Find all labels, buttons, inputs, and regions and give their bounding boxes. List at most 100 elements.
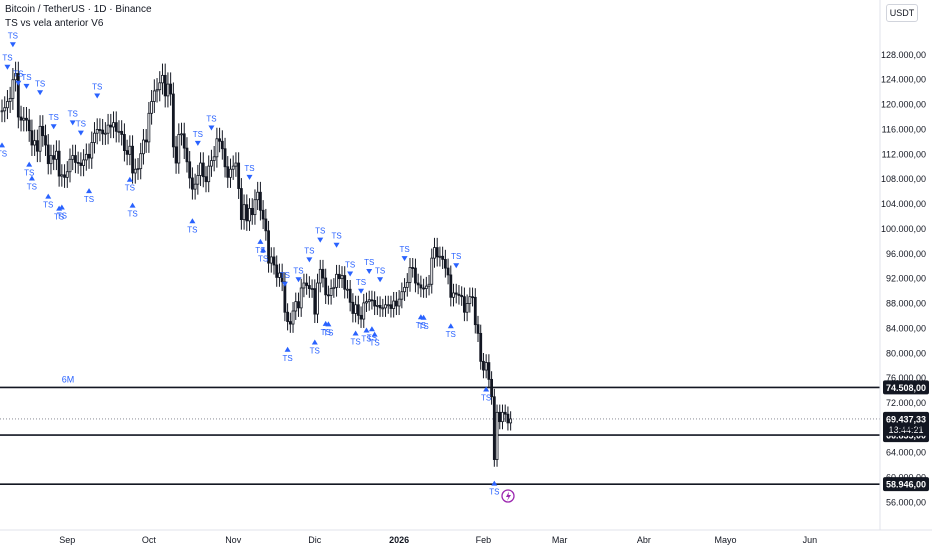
candle-body [332, 286, 336, 290]
candle [335, 264, 338, 297]
candle-body [166, 83, 170, 97]
ts-signal: TS [370, 331, 380, 348]
ts-signal-label: TS [43, 201, 53, 210]
candle [76, 151, 80, 174]
indicator-name[interactable]: TS vs vela anterior V6 [5, 18, 104, 29]
ts-signal: TS [8, 31, 18, 48]
candle [84, 143, 88, 171]
candle-body [343, 275, 347, 290]
candle-body [131, 145, 134, 174]
candle [354, 295, 358, 323]
candle [101, 118, 105, 145]
candle-body [3, 107, 7, 112]
candle-body [106, 124, 110, 134]
candle-body [147, 112, 151, 143]
candle [457, 285, 461, 305]
ts-signal: TS [489, 480, 499, 497]
candle-body [30, 130, 34, 146]
ts-signal-label: TS [258, 254, 268, 263]
candle [57, 140, 61, 187]
ts-signal-label: TS [293, 266, 303, 275]
candle-body [484, 362, 488, 371]
candle [14, 61, 18, 92]
candle [492, 388, 496, 467]
candle [19, 105, 23, 132]
candle-body [174, 146, 178, 164]
candle [449, 265, 453, 307]
ts-signal: TS [367, 326, 377, 342]
candle-body [201, 162, 205, 178]
candle-body [76, 162, 80, 164]
currency-selector[interactable]: USDT [886, 4, 918, 22]
candle [125, 139, 129, 166]
ts-arrow-up-icon [420, 314, 427, 320]
y-tick-label: 116.000,00 [882, 124, 926, 134]
ts-signal: TS [481, 386, 491, 403]
candle [55, 140, 58, 171]
candle [201, 152, 205, 188]
ts-arrow-up-icon [371, 331, 378, 337]
candle-body [473, 296, 477, 326]
ts-arrow-up-icon [58, 204, 65, 210]
candle [142, 129, 145, 165]
candle [384, 295, 387, 317]
ts-arrow-down-icon [333, 242, 340, 248]
level-price-label: 74.508,00 [886, 383, 926, 393]
y-tick-label: 76.000,00 [886, 373, 926, 383]
candle-body [503, 411, 507, 415]
x-tick-label: Mayo [715, 535, 737, 545]
ts-arrow-down-icon [281, 281, 288, 287]
ts-signal-label: TS [13, 70, 23, 79]
candle-body [318, 268, 322, 284]
candle [196, 164, 200, 195]
ts-arrow-down-icon [194, 140, 201, 146]
candle-body [492, 396, 496, 460]
x-tick-label: Sep [59, 535, 75, 545]
ts-signal: TS [84, 188, 94, 204]
ts-signal-label: TS [416, 321, 426, 330]
candle-body [389, 304, 393, 309]
candle [79, 152, 83, 177]
flash-icon[interactable] [501, 489, 515, 503]
ts-signal-label: TS [315, 227, 325, 236]
ts-arrow-up-icon [483, 386, 490, 392]
ts-signal-label: TS [282, 354, 292, 363]
ts-signal: TS [451, 252, 461, 269]
candle [487, 354, 491, 388]
ts-arrow-up-icon [491, 480, 498, 486]
symbol-title[interactable]: Bitcoin / TetherUS · 1D · Binance [5, 4, 152, 15]
candle [498, 404, 502, 430]
candle-body [291, 310, 295, 325]
candle-body [158, 82, 162, 91]
ts-signal: TS [57, 204, 67, 220]
candle-body [253, 199, 257, 216]
candle-body [422, 287, 426, 290]
candle [394, 291, 398, 316]
candle-body [501, 411, 504, 423]
candle-body [316, 282, 319, 315]
candle [128, 135, 132, 166]
candle [261, 200, 265, 230]
candle [403, 278, 406, 301]
candle-body [307, 285, 311, 290]
ts-arrow-up-icon [325, 321, 332, 327]
candle-body [430, 257, 434, 285]
x-tick-label: Nov [225, 535, 242, 545]
candle-body [161, 74, 164, 84]
ts-arrow-down-icon [23, 83, 30, 89]
candle-body [57, 150, 61, 177]
candle-body [482, 360, 485, 371]
candle [250, 198, 254, 225]
candle-body [63, 174, 66, 178]
candle [367, 290, 371, 311]
candle [218, 127, 222, 153]
candle [30, 119, 34, 156]
candle [3, 96, 7, 123]
candle-body [256, 191, 260, 201]
level-price-tag [883, 380, 929, 395]
ts-signal-label: TS [8, 31, 18, 40]
ts-signal: TS [127, 202, 138, 219]
ts-signal-label: TS [375, 266, 385, 275]
candle-body [433, 247, 436, 259]
